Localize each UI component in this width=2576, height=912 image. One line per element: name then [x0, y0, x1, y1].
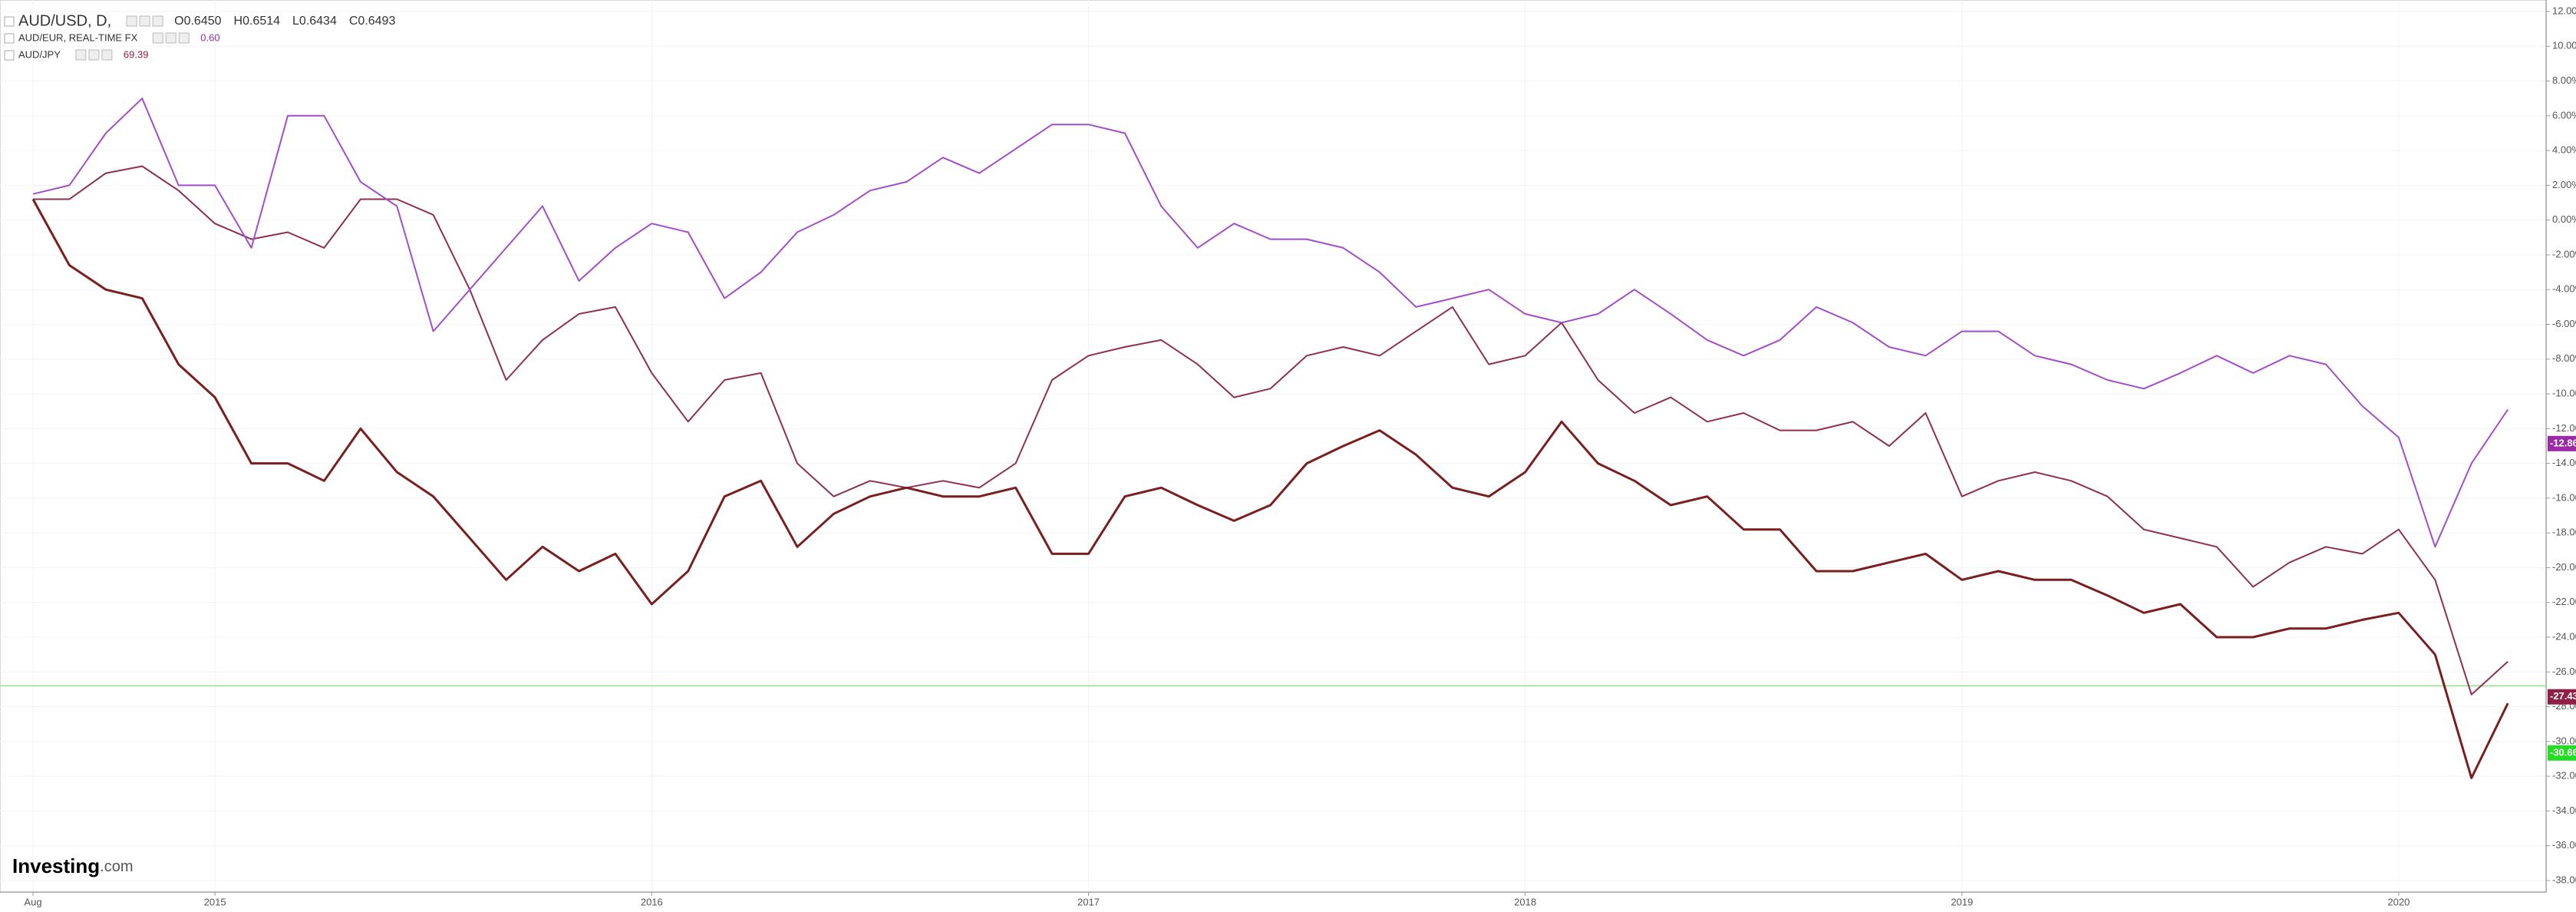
legend-button[interactable] — [152, 32, 163, 44]
y-tick-label: -4.00% — [2552, 283, 2576, 295]
x-tick-label: 2019 — [1951, 896, 1973, 907]
y-tick-label: 8.00% — [2552, 74, 2576, 86]
legend-toggle — [4, 50, 15, 61]
legend-name: AUD/JPY — [18, 48, 61, 60]
y-tick-label: 6.00% — [2552, 109, 2576, 121]
plot-border — [0, 0, 2547, 893]
legend-toggle — [4, 16, 15, 27]
y-tick-label: -16.00% — [2552, 491, 2576, 503]
y-tick-label: -18.00% — [2552, 527, 2576, 538]
price-tag — [2548, 435, 2576, 451]
x-tick-label: 2018 — [1514, 896, 1536, 907]
legend-value: O0.6450 — [174, 15, 221, 28]
logo-part: Investing — [12, 854, 100, 877]
legend-name: AUD/USD, D, — [18, 12, 111, 29]
x-tick-label: 2016 — [641, 896, 663, 907]
price-tag-label: -12.86% — [2550, 437, 2576, 448]
y-tick-label: -32.00% — [2552, 770, 2576, 781]
series-line — [33, 165, 2508, 696]
price-tag — [2548, 689, 2576, 705]
logo: Investing.com — [12, 854, 133, 877]
legend-toggle — [4, 33, 15, 44]
x-tick-label: 2017 — [1077, 896, 1100, 907]
y-tick-label: -22.00% — [2552, 596, 2576, 607]
y-tick-label: 4.00% — [2552, 144, 2576, 156]
y-tick-label: -24.00% — [2552, 630, 2576, 642]
x-tick-label: 2020 — [2387, 896, 2409, 907]
legend-value: 0.60 — [200, 31, 219, 43]
x-tick-label: Aug — [24, 896, 41, 907]
legend-value: 69.39 — [124, 48, 149, 60]
logo-part: .com — [100, 858, 133, 875]
price-tag — [2548, 745, 2576, 761]
y-tick-label: 12.00% — [2552, 5, 2576, 16]
legend-button[interactable] — [178, 32, 190, 44]
y-tick-label: -38.00% — [2552, 874, 2576, 885]
legend-button[interactable] — [126, 15, 137, 27]
y-tick-label: -6.00% — [2552, 318, 2576, 329]
y-tick-label: -8.00% — [2552, 352, 2576, 364]
legend-button[interactable] — [88, 49, 100, 61]
legend-button[interactable] — [165, 32, 176, 44]
y-tick-label: -30.00% — [2552, 735, 2576, 746]
legend-button[interactable] — [152, 15, 163, 27]
y-tick-label: -10.00% — [2552, 388, 2576, 399]
legend-name: AUD/EUR, REAL-TIME FX — [18, 31, 138, 43]
series-line — [32, 97, 2509, 548]
y-tick-label: -14.00% — [2552, 457, 2576, 468]
legend-button[interactable] — [101, 49, 113, 61]
y-tick-label: -20.00% — [2552, 561, 2576, 573]
y-tick-label: -36.00% — [2552, 839, 2576, 851]
legend-button[interactable] — [139, 15, 150, 27]
y-tick-label: 0.00% — [2552, 213, 2576, 225]
y-tick-label: -12.00% — [2552, 422, 2576, 434]
y-tick-label: -26.00% — [2552, 666, 2576, 677]
legend-value: H0.6514 — [234, 15, 281, 28]
y-tick-label: 2.00% — [2552, 179, 2576, 190]
legend-value: L0.6434 — [292, 15, 337, 28]
y-tick-label: -2.00% — [2552, 248, 2576, 259]
legend-button[interactable] — [75, 49, 87, 61]
price-tag-label: -30.66% — [2550, 746, 2576, 758]
price-tag-label: -27.43% — [2550, 690, 2576, 702]
series-line — [31, 198, 2509, 779]
x-tick-label: 2015 — [204, 896, 226, 907]
y-tick-label: 10.00% — [2552, 40, 2576, 51]
y-tick-label: -34.00% — [2552, 805, 2576, 816]
legend-value: C0.6493 — [349, 15, 396, 28]
